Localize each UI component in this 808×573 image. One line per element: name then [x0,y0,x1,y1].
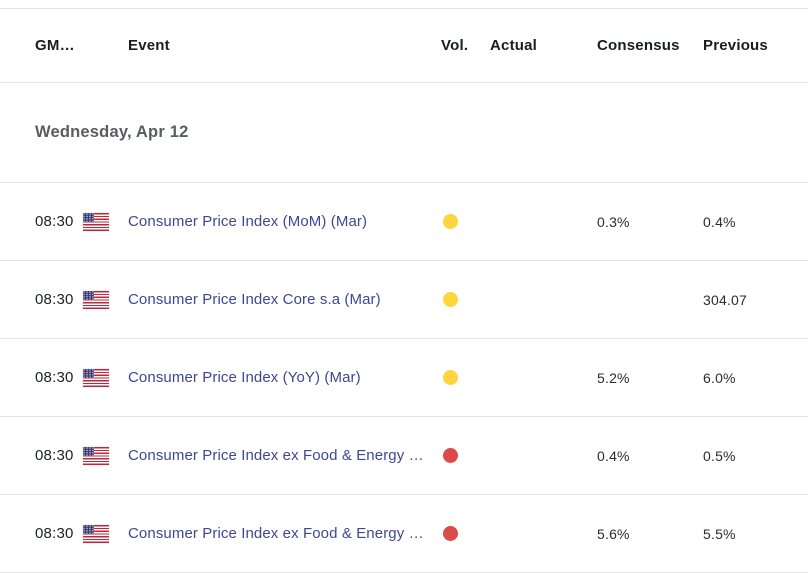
us-flag-icon [82,524,109,543]
event-time: 08:30 [35,369,74,386]
column-header-vol: Vol. [441,37,469,54]
time-cell: 08:30 [35,290,128,309]
volatility-dot [443,292,458,307]
date-group-label: Wednesday, Apr 12 [35,123,189,141]
volatility-dot [443,370,458,385]
event-cell: Consumer Price Index (YoY) (Mar) [128,369,441,386]
event-link[interactable]: Consumer Price Index Core s.a (Mar) [128,291,381,308]
previous-value: 5.5% [703,525,736,542]
us-flag-icon [82,212,109,231]
event-row[interactable]: 08:30 Consumer Price Index ex Food & Ene… [0,417,808,495]
economic-calendar-table: GM… Event Vol. Actual Consensus Previous… [0,8,808,573]
time-cell: 08:30 [35,524,128,543]
volatility-dot [443,448,458,463]
us-flag-icon [82,368,109,387]
event-link[interactable]: Consumer Price Index (YoY) (Mar) [128,369,361,386]
consensus-value: 0.3% [597,213,630,230]
event-time: 08:30 [35,213,74,230]
event-link[interactable]: Consumer Price Index ex Food & Energy … [128,525,424,542]
event-row[interactable]: 08:30 Consumer Price Index (MoM) (Mar) 0… [0,183,808,261]
previous-value: 304.07 [703,291,748,308]
vol-cell [441,448,490,463]
table-header-row: GM… Event Vol. Actual Consensus Previous [0,9,808,83]
event-cell: Consumer Price Index ex Food & Energy … [128,525,441,542]
column-header-consensus: Consensus [597,37,680,54]
event-cell: Consumer Price Index ex Food & Energy … [128,447,441,464]
consensus-value: 5.2% [597,369,630,386]
consensus-value: 5.6% [597,525,630,542]
event-cell: Consumer Price Index (MoM) (Mar) [128,213,441,230]
vol-cell [441,526,490,541]
column-header-actual: Actual [490,37,538,54]
time-cell: 08:30 [35,446,128,465]
column-header-previous: Previous [703,37,768,54]
event-row[interactable]: 08:30 Consumer Price Index ex Food & Ene… [0,495,808,573]
vol-cell [441,370,490,385]
event-time: 08:30 [35,291,74,308]
column-header-gmt: GM… [35,37,75,54]
vol-cell [441,214,490,229]
date-group-row: Wednesday, Apr 12 [0,83,808,183]
event-time: 08:30 [35,447,74,464]
time-cell: 08:30 [35,212,128,231]
previous-value: 0.4% [703,213,736,230]
event-link[interactable]: Consumer Price Index ex Food & Energy … [128,447,424,464]
vol-cell [441,292,490,307]
volatility-dot [443,214,458,229]
previous-value: 6.0% [703,369,736,386]
time-cell: 08:30 [35,368,128,387]
event-row[interactable]: 08:30 Consumer Price Index (YoY) (Mar) 5… [0,339,808,417]
consensus-value: 0.4% [597,447,630,464]
event-row[interactable]: 08:30 Consumer Price Index Core s.a (Mar… [0,261,808,339]
event-link[interactable]: Consumer Price Index (MoM) (Mar) [128,213,368,230]
us-flag-icon [82,290,109,309]
column-header-event: Event [128,37,170,54]
previous-value: 0.5% [703,447,736,464]
volatility-dot [443,526,458,541]
event-time: 08:30 [35,525,74,542]
us-flag-icon [82,446,109,465]
event-cell: Consumer Price Index Core s.a (Mar) [128,291,441,308]
